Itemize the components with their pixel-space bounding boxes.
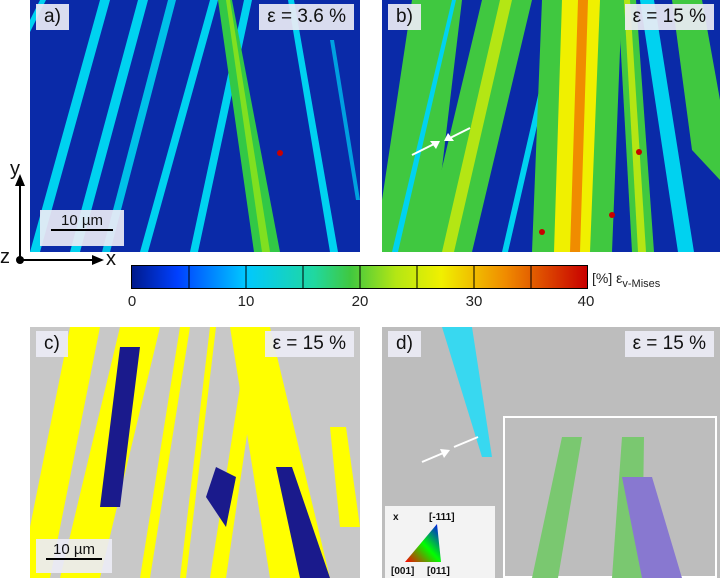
scale-bar-top-text: 10 µm bbox=[61, 212, 103, 229]
scale-bar-bottom-line bbox=[46, 558, 102, 560]
ipf-corner-left: [001] bbox=[391, 566, 415, 577]
colorbar-quantity-sub: v-Mises bbox=[622, 278, 661, 290]
strain-label-c: ε = 15 % bbox=[264, 331, 354, 357]
panel-b-strain-map: b) ε = 15 % bbox=[382, 0, 720, 252]
strain-label-d: ε = 15 % bbox=[624, 331, 714, 357]
strain-map-a bbox=[30, 0, 360, 252]
strain-label-b: ε = 15 % bbox=[624, 4, 714, 30]
scale-bar-bottom-text: 10 µm bbox=[53, 541, 95, 558]
strain-label-a: ε = 3.6 % bbox=[259, 4, 354, 30]
colorbar-quantity: ε bbox=[616, 270, 623, 286]
panel-a-strain-map: a) ε = 3.6 % 10 µm bbox=[30, 0, 360, 252]
colorbar-tick-40: 40 bbox=[577, 293, 595, 310]
axis-label-y: y bbox=[10, 158, 20, 180]
ipf-axis: x bbox=[393, 512, 399, 523]
coordinate-axes bbox=[15, 174, 104, 265]
colorbar-tick-30: 30 bbox=[465, 293, 483, 310]
panel-d-orientation-map: d) ε = 15 % bbox=[382, 327, 720, 578]
scale-bar-top: 10 µm bbox=[40, 210, 124, 246]
colorbar-unit-text: [%] bbox=[592, 270, 613, 286]
panel-label-c: c) bbox=[36, 331, 68, 357]
colorbar-ticks bbox=[188, 266, 532, 288]
scale-bar-bottom: 10 µm bbox=[36, 539, 112, 573]
ipf-triangle bbox=[405, 524, 441, 562]
colorbar-unit: [%] εv-Mises bbox=[592, 270, 660, 290]
panel-label-d: d) bbox=[388, 331, 421, 357]
axis-label-z: z bbox=[0, 246, 10, 268]
colorbar-tick-0: 0 bbox=[127, 293, 137, 310]
phase-map-c bbox=[30, 327, 360, 578]
ipf-corner-top: [-111] bbox=[429, 512, 455, 523]
panel-label-a: a) bbox=[36, 4, 69, 30]
scale-bar-top-line bbox=[51, 229, 113, 231]
strain-map-b bbox=[382, 0, 720, 252]
ipf-corner-right: [011] bbox=[427, 566, 450, 577]
axis-label-x: x bbox=[106, 248, 116, 270]
orientation-map-d bbox=[382, 327, 720, 578]
colorbar-tick-20: 20 bbox=[351, 293, 369, 310]
ipf-legend: x [-111] [001] [011] bbox=[385, 506, 495, 578]
colorbar-tick-10: 10 bbox=[237, 293, 255, 310]
panel-c-phase-map: c) ε = 15 % 10 µm bbox=[30, 327, 360, 578]
panel-label-b: b) bbox=[388, 4, 421, 30]
